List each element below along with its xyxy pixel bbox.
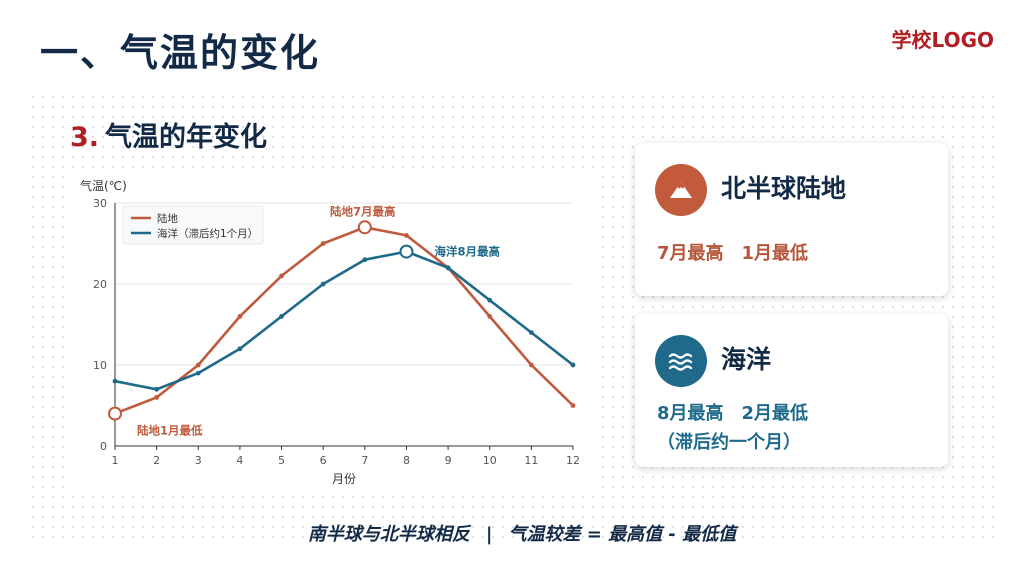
x-tick-label: 1 bbox=[112, 454, 119, 467]
data-point bbox=[320, 241, 326, 246]
ocean-min: 2月最低 bbox=[741, 403, 809, 424]
waves-icon bbox=[668, 353, 693, 371]
y-axis-label: 气温(℃) bbox=[80, 178, 127, 193]
data-point bbox=[487, 314, 493, 319]
annotation-label: 海洋8月最高 bbox=[434, 245, 500, 259]
data-point bbox=[237, 346, 243, 352]
x-tick-label: 12 bbox=[566, 454, 580, 467]
school-logo: 学校LOGO bbox=[891, 28, 994, 52]
y-tick-label: 10 bbox=[93, 359, 107, 372]
data-point bbox=[528, 362, 534, 368]
footer-left: 南半球与北半球相反 bbox=[307, 524, 470, 545]
data-point bbox=[237, 314, 243, 319]
data-point bbox=[154, 386, 160, 392]
data-point bbox=[112, 378, 118, 384]
data-point bbox=[279, 273, 284, 279]
x-tick-label: 6 bbox=[320, 454, 327, 467]
footer-separator: | bbox=[485, 524, 493, 545]
x-tick-label: 10 bbox=[483, 454, 497, 467]
data-point bbox=[362, 257, 368, 263]
x-tick-label: 8 bbox=[403, 454, 410, 467]
land-min: 1月最低 bbox=[741, 243, 809, 264]
ocean-card: 海洋 8月最高 2月最低 （滞后约一个月） bbox=[635, 314, 948, 467]
page-title: 一、气温的变化 bbox=[40, 31, 321, 75]
x-tick-label: 2 bbox=[153, 454, 160, 467]
x-tick-label: 4 bbox=[236, 454, 243, 467]
land-card-summary: 7月最高 1月最低 bbox=[657, 239, 808, 265]
section-title: 3. 气温的年变化 bbox=[70, 115, 267, 154]
y-tick-label: 0 bbox=[100, 440, 107, 453]
data-point bbox=[154, 395, 160, 400]
data-point bbox=[404, 233, 409, 238]
ocean-card-summary: 8月最高 2月最低 bbox=[657, 399, 808, 425]
data-point bbox=[570, 403, 576, 408]
land-card: 北半球陆地 7月最高 1月最低 bbox=[635, 143, 948, 296]
data-point bbox=[570, 362, 576, 368]
x-axis-label: 月份 bbox=[332, 472, 356, 486]
x-tick-label: 3 bbox=[195, 454, 202, 467]
ocean-card-note: （滞后约一个月） bbox=[657, 432, 801, 453]
mountain-icon bbox=[670, 182, 692, 198]
y-tick-label: 30 bbox=[93, 197, 107, 210]
data-point bbox=[195, 362, 201, 368]
section-title-text: 气温的年变化 bbox=[105, 122, 268, 153]
x-tick-label: 7 bbox=[361, 454, 368, 467]
data-point bbox=[528, 330, 534, 335]
x-tick-label: 11 bbox=[524, 454, 538, 467]
land-max: 7月最高 bbox=[657, 243, 724, 264]
footer-right: 气温较差 = 最高值 - 最低值 bbox=[508, 524, 737, 545]
x-tick-label: 5 bbox=[278, 454, 285, 467]
data-point bbox=[445, 265, 451, 271]
chart-panel: 0 10 20 30 1 2 3 4 5 6 7 8 9 10 11 12 月份 气温(℃) 陆地7月最高 陆地1月… bbox=[68, 168, 600, 494]
footer-note: 南半球与北半球相反 | 气温较差 = 最高值 - 最低值 bbox=[0, 520, 1024, 546]
series-line-1 bbox=[114, 250, 574, 391]
annotation-label: 陆地7月最高 bbox=[330, 204, 396, 218]
annotation-marker bbox=[399, 244, 414, 259]
land-card-title: 北半球陆地 bbox=[721, 174, 847, 203]
data-point bbox=[195, 370, 201, 376]
ocean-max: 8月最高 bbox=[657, 403, 724, 424]
data-point bbox=[487, 297, 493, 303]
legend-label: 海洋（滞后约1个月） bbox=[157, 227, 258, 240]
annotation-marker bbox=[357, 220, 372, 235]
annotation-label: 陆地1月最低 bbox=[137, 424, 203, 438]
ocean-card-title: 海洋 bbox=[721, 345, 772, 374]
legend-label: 陆地 bbox=[157, 212, 178, 225]
section-number: 3. bbox=[70, 122, 100, 153]
legend-box bbox=[122, 205, 264, 245]
annotation-marker bbox=[108, 406, 122, 421]
ocean-icon-badge bbox=[655, 335, 707, 387]
data-point bbox=[279, 314, 284, 319]
grid-layer bbox=[115, 202, 573, 366]
series-layer bbox=[112, 224, 576, 416]
y-tick-label: 20 bbox=[93, 278, 107, 291]
x-tick-label: 9 bbox=[445, 454, 452, 467]
land-icon-badge bbox=[655, 164, 707, 216]
data-point bbox=[320, 281, 326, 287]
series-line-0 bbox=[114, 226, 574, 415]
